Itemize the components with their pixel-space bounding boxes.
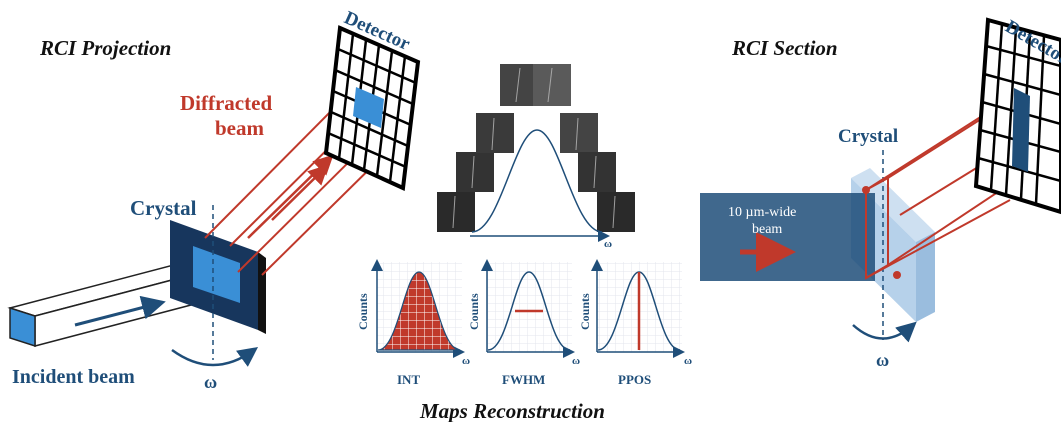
int-x-label: ω: [462, 355, 470, 367]
int-y-label: Counts: [356, 293, 370, 330]
image-tile: [500, 64, 538, 106]
crystal-label-right: Crystal: [838, 126, 898, 147]
diffracted-label-line2: beam: [215, 116, 265, 140]
image-tile: [476, 113, 514, 153]
beam-label-line1: 10 µm-wide: [728, 205, 796, 220]
rci-section-panel: RCI Section Crystal 10 µm-wide beam: [700, 16, 1061, 370]
rocking-x-label: ω: [604, 238, 612, 250]
map-plot-int: Counts ω INT: [356, 262, 470, 387]
fwhm-label: FWHM: [502, 372, 545, 387]
ppos-label: PPOS: [618, 372, 651, 387]
crystal-left: [170, 205, 266, 360]
maps-reconstruction-title: Maps Reconstruction: [419, 399, 605, 422]
image-tile: [597, 192, 635, 232]
diffracted-label-line1: Diffracted: [180, 91, 272, 115]
map-plot-fwhm: Counts ω FWHM: [467, 262, 580, 387]
int-label: INT: [397, 372, 420, 387]
omega-label-left: ω: [204, 372, 217, 392]
image-tile: [456, 152, 494, 192]
image-tile: [578, 152, 616, 192]
rocking-image-tiles: [437, 64, 635, 232]
image-tile: [560, 113, 598, 153]
rci-section-title: RCI Section: [731, 36, 838, 60]
detector-section-stripe: [1012, 88, 1030, 172]
map-plot-ppos: Counts ω PPOS: [578, 262, 692, 387]
fwhm-x-label: ω: [572, 355, 580, 367]
incident-beam-label: Incident beam: [12, 366, 135, 388]
beam-label-line2: beam: [752, 222, 782, 237]
image-tile: [437, 192, 475, 232]
rci-projection-title: RCI Projection: [39, 36, 171, 60]
crystal-label-left: Crystal: [130, 196, 197, 220]
ppos-x-label: ω: [684, 355, 692, 367]
fwhm-y-label: Counts: [467, 293, 481, 330]
ppos-y-label: Counts: [578, 293, 592, 330]
omega-label-right: ω: [876, 350, 889, 370]
rci-projection-panel: RCI Projection Incident beam Crystal ω: [10, 7, 418, 392]
